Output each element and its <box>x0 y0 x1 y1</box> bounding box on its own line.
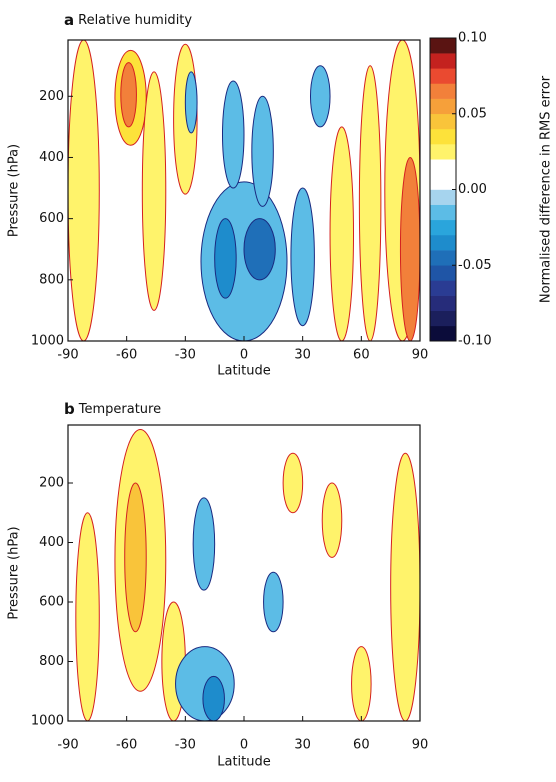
colorbar-bin <box>430 265 456 281</box>
colorbar-bin <box>430 204 456 221</box>
x-tick-label: 60 <box>353 738 370 753</box>
y-tick-label: 1000 <box>31 714 64 729</box>
colorbar-bin <box>430 234 456 251</box>
contour-region <box>68 40 100 341</box>
contour-field <box>68 40 420 341</box>
y-tick-label: 200 <box>39 476 64 491</box>
contour-region <box>329 126 355 341</box>
contour-region <box>263 571 284 633</box>
title-text: Temperature <box>78 402 161 417</box>
colorbar-bin <box>430 325 456 342</box>
x-tick-label: -30 <box>175 738 196 753</box>
contour-region <box>321 482 343 558</box>
colorbar-bin <box>430 295 456 311</box>
colorbar-bin <box>430 113 456 130</box>
panel-title: b Temperature <box>64 400 161 418</box>
y-tick-label: 600 <box>39 595 64 610</box>
colorbar-bin <box>430 310 456 327</box>
colorbar-bin <box>430 38 456 54</box>
colorbar-bin <box>430 53 456 69</box>
y-tick-label: 1000 <box>31 334 64 349</box>
y-axis-title: Pressure (hPa) <box>7 144 22 237</box>
contour-region <box>390 452 420 721</box>
y-tick-label: 400 <box>39 150 64 165</box>
colorbar-tick-label: -0.05 <box>458 258 492 273</box>
contour-region <box>124 482 147 633</box>
contour-region <box>309 65 331 128</box>
colorbar-bin <box>430 250 456 266</box>
y-tick-label: 600 <box>39 211 64 226</box>
panel-title: a Relative humidity <box>64 11 192 29</box>
contour-region <box>214 218 237 299</box>
colorbar-tick-label: 0.10 <box>458 31 487 46</box>
panel-label: a <box>64 11 74 29</box>
x-tick-label: 90 <box>412 348 429 363</box>
colorbar-bin <box>430 219 456 236</box>
contour-region <box>243 218 276 281</box>
x-tick-label: -30 <box>175 348 196 363</box>
contour-region <box>282 452 304 514</box>
colorbar-bin <box>430 128 456 145</box>
x-tick-label: -90 <box>57 348 78 363</box>
colorbar-tick-label: 0.05 <box>458 106 487 121</box>
colorbar-bin <box>430 280 456 296</box>
x-tick-label: 0 <box>240 738 248 753</box>
contour-region <box>358 65 382 341</box>
x-tick-label: -90 <box>57 738 78 753</box>
contour-region <box>251 95 274 207</box>
y-tick-label: 800 <box>39 272 64 287</box>
x-tick-label: 60 <box>353 348 370 363</box>
colorbar-bin <box>430 68 456 84</box>
contour-region <box>351 646 372 721</box>
x-tick-label: 30 <box>294 348 311 363</box>
x-axis-title: Latitude <box>217 364 271 379</box>
contour-region <box>221 80 245 189</box>
x-tick-label: 30 <box>294 738 311 753</box>
colorbar-title: Normalised difference in RMS error <box>539 75 554 303</box>
x-axis-title: Latitude <box>217 755 271 770</box>
y-axis-title: Pressure (hPa) <box>7 526 22 619</box>
colorbar-bin <box>430 144 456 160</box>
colorbar-bin <box>430 98 456 115</box>
contour-region <box>184 71 198 134</box>
y-tick-label: 400 <box>39 535 64 550</box>
colorbar-tick-label: 0.00 <box>458 182 487 197</box>
y-tick-label: 200 <box>39 89 64 104</box>
colorbar-bin <box>430 159 456 175</box>
colorbar-bin <box>430 189 456 205</box>
panel-label: b <box>64 400 75 418</box>
contour-region <box>75 512 100 721</box>
contour-region <box>290 187 315 327</box>
contour-region <box>141 71 167 311</box>
contour-field <box>68 425 420 721</box>
contour-region <box>192 497 216 591</box>
colorbar-bin <box>430 174 456 190</box>
x-tick-label: 0 <box>240 348 248 363</box>
contour-region <box>399 156 420 341</box>
title-text: Relative humidity <box>78 13 192 28</box>
contour-region <box>202 675 225 721</box>
x-tick-label: 90 <box>412 738 429 753</box>
x-tick-label: -60 <box>116 348 137 363</box>
contour-region <box>120 62 137 128</box>
x-tick-label: -60 <box>116 738 137 753</box>
colorbar-tick-label: -0.10 <box>458 334 492 349</box>
colorbar-bin <box>430 83 456 99</box>
y-tick-label: 800 <box>39 654 64 669</box>
